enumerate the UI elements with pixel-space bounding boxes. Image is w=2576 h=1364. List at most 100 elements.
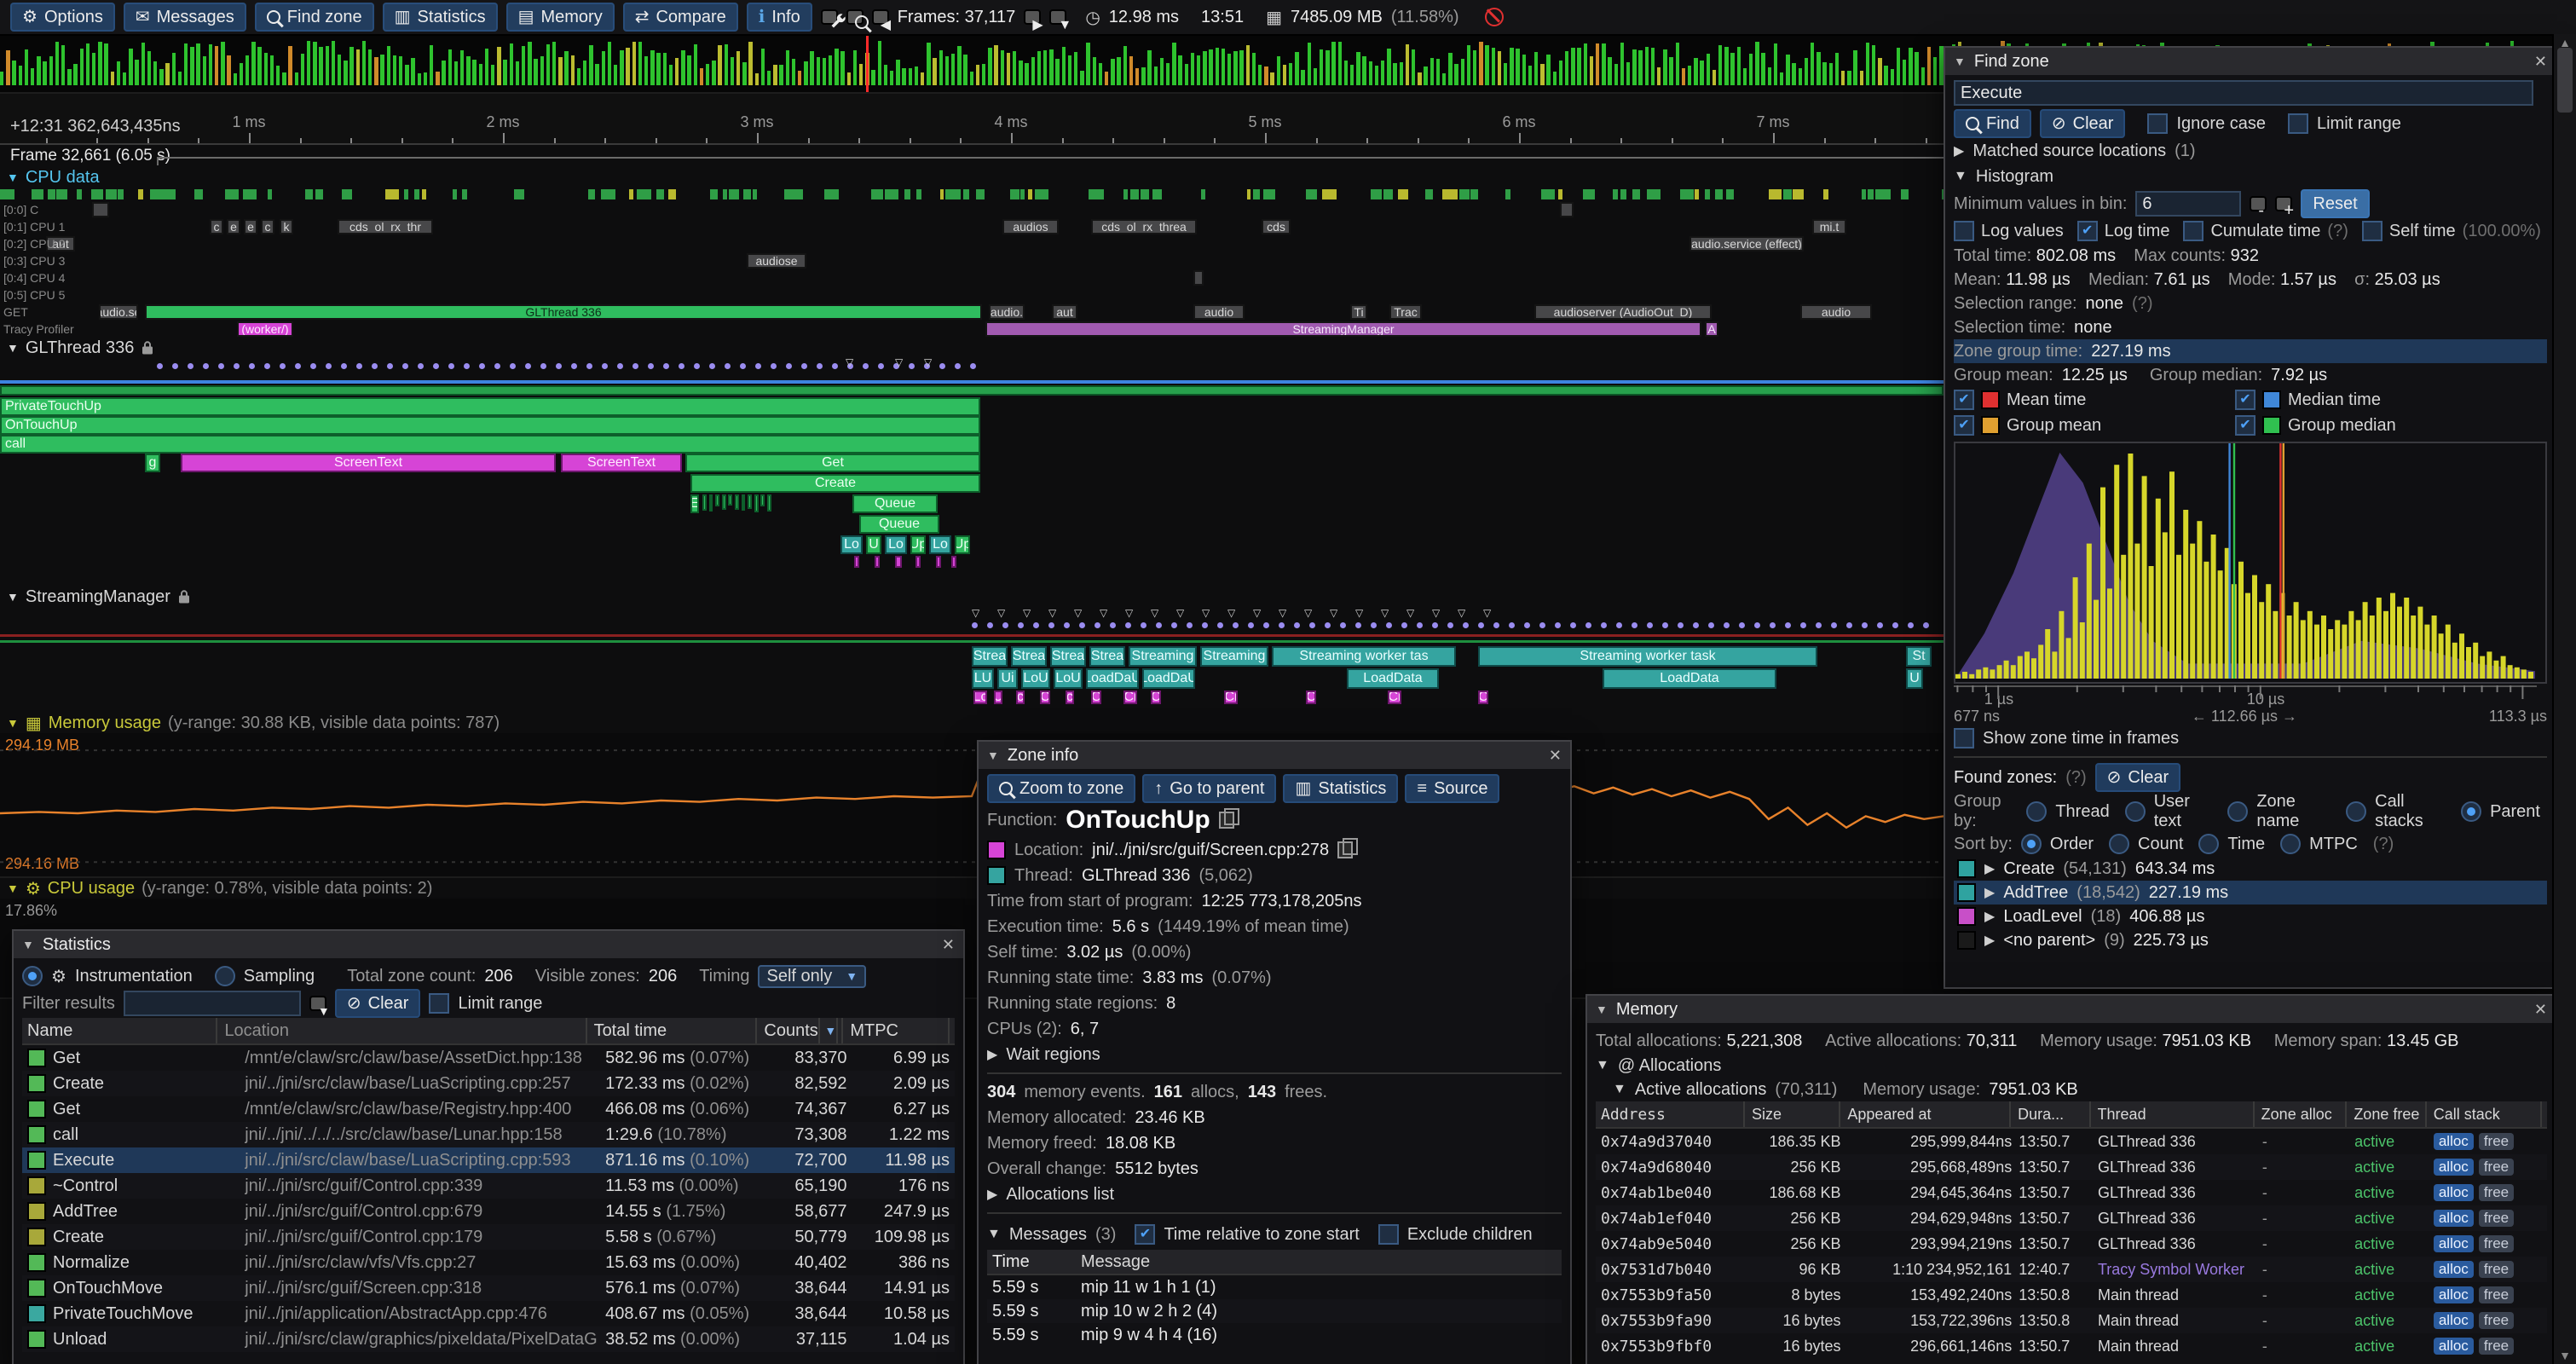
legend-checkbox[interactable] [2235, 390, 2255, 410]
timeline-zone[interactable]: LU [972, 668, 994, 689]
self-time-checkbox[interactable] [2361, 221, 2383, 241]
reset-button[interactable]: Reset [2301, 189, 2370, 218]
cpu-context-block[interactable]: audioserver (AudioOut_D) [1534, 304, 1712, 320]
log-time-checkbox[interactable] [2076, 221, 2098, 241]
increase-bin-button[interactable]: + [2275, 196, 2294, 220]
time-relative-checkbox[interactable] [1135, 1224, 1156, 1245]
allocations-list-toggle[interactable]: ▶ Allocations list [987, 1184, 1115, 1204]
limit-range-checkbox[interactable] [429, 993, 450, 1014]
marker-icon[interactable]: ▽ [1023, 607, 1031, 619]
min-bin-input[interactable] [2135, 191, 2242, 217]
message-dot[interactable] [786, 363, 792, 369]
alloc-callstack-button[interactable]: alloc [2433, 1133, 2474, 1150]
timeline-zone[interactable]: LoadData [1347, 668, 1439, 689]
cpu-context-block[interactable]: audios [1002, 219, 1059, 234]
message-dot[interactable] [372, 363, 378, 369]
cpu-context-block[interactable]: audio [1800, 304, 1872, 320]
alloc-callstack-button[interactable]: alloc [2433, 1235, 2474, 1252]
timeline-zone[interactable]: Lo [885, 535, 907, 554]
column-header-zone-alloc[interactable]: Zone alloc [2261, 1101, 2348, 1127]
alloc-callstack-button[interactable]: alloc [2433, 1159, 2474, 1176]
column-header-call-stack[interactable]: Call stack [2434, 1101, 2542, 1127]
timeline-zone[interactable]: c [1016, 691, 1025, 704]
message-dot[interactable] [494, 363, 500, 369]
matched-locations-toggle[interactable]: ▶ Matched source locations (1) [1954, 141, 2196, 160]
message-dot[interactable] [1432, 622, 1438, 628]
statistics-row[interactable]: Normalize jni/../jni/src/claw/vfs/Vfs.cp… [22, 1250, 955, 1275]
cpu-data-header[interactable]: ▼ CPU data [7, 167, 100, 187]
column-header-thread[interactable]: Thread [2098, 1101, 2255, 1127]
message-dot[interactable] [1739, 622, 1745, 628]
message-dot[interactable] [1862, 622, 1868, 628]
message-dot[interactable] [1524, 622, 1530, 628]
find-zone-button[interactable]: Find zone [254, 3, 374, 32]
collapse-icon[interactable]: ▼ [7, 881, 19, 895]
timeline-zone[interactable]: E [690, 494, 699, 513]
marker-icon[interactable]: ▽ [997, 607, 1006, 619]
message-dot[interactable] [1662, 622, 1668, 628]
allocation-row[interactable]: 0x7553b9fbf0 16 bytes 296,661,146ns 13:5… [1596, 1333, 2547, 1359]
timing-dropdown[interactable]: Self only ▼ [758, 964, 867, 988]
alloc-callstack-button[interactable]: alloc [2433, 1312, 2474, 1329]
message-dot[interactable] [1095, 622, 1100, 628]
message-row[interactable]: 5.59 s mip 11 w 1 h 1 (1) [992, 1277, 1216, 1297]
zone-statistics-button[interactable]: ▥ Statistics [1283, 774, 1399, 803]
timeline-zone[interactable]: Queue [859, 515, 939, 534]
cpu-context-block[interactable]: cds_ol_rx_threa [1091, 219, 1197, 234]
filter-input[interactable] [123, 991, 301, 1016]
message-dot[interactable] [1048, 622, 1054, 628]
column-header-appeared[interactable]: Appeared at [1847, 1101, 2012, 1127]
timeline-zone[interactable]: Get [685, 454, 980, 472]
timeline-zone[interactable]: Strea [1050, 646, 1086, 667]
radio-mtpc[interactable] [2280, 834, 2302, 854]
clear-button[interactable]: ⊘ Clear [2039, 109, 2126, 138]
marker-icon[interactable]: ▽ [924, 358, 933, 368]
timeline-zone[interactable] [721, 494, 726, 511]
message-dot[interactable] [1463, 622, 1469, 628]
message-dot[interactable] [878, 363, 884, 369]
message-dot[interactable] [249, 363, 255, 369]
message-dot[interactable] [1831, 622, 1837, 628]
zone-info-titlebar[interactable]: ▼ Zone info ✕ [979, 742, 1570, 769]
message-dot[interactable] [234, 363, 240, 369]
free-callstack-button[interactable]: free [2478, 1338, 2515, 1355]
source-location[interactable]: jni/../jni/src/guif/Screen.cpp:278 [1092, 840, 1330, 859]
message-dot[interactable] [893, 363, 899, 369]
message-dot[interactable] [280, 363, 286, 369]
allocation-row[interactable]: 0x7553b9fa90 16 bytes 153,722,396ns 13:5… [1596, 1308, 2547, 1333]
message-dot[interactable] [817, 363, 823, 369]
column-header-duration[interactable]: Dura... [2018, 1101, 2091, 1127]
marker-icon[interactable]: ▽ [1483, 607, 1492, 619]
free-callstack-button[interactable]: free [2478, 1210, 2515, 1227]
timeline-zone[interactable]: Strea [972, 646, 1008, 667]
message-dot[interactable] [970, 363, 976, 369]
message-dot[interactable] [1447, 622, 1453, 628]
message-dot[interactable] [1202, 622, 1208, 628]
timeline-zone[interactable] [854, 556, 859, 568]
next-frame-button[interactable]: ▶ [1024, 9, 1043, 32]
timeline-zone[interactable]: Ui [997, 668, 1018, 689]
message-dot[interactable] [188, 363, 193, 369]
marker-icon[interactable]: ▽ [1100, 607, 1108, 619]
zoom-to-zone-button[interactable]: Zoom to zone [987, 774, 1136, 803]
message-dot[interactable] [1294, 622, 1300, 628]
timeline-zone[interactable]: Ci [1388, 691, 1401, 704]
message-dot[interactable] [679, 363, 684, 369]
chevron-down-icon[interactable]: ▼ [987, 1227, 1001, 1241]
statistics-row[interactable]: call jni/../jni/../../../src/claw/base/L… [22, 1122, 955, 1147]
message-dot[interactable] [1002, 622, 1008, 628]
free-callstack-button[interactable]: free [2478, 1286, 2515, 1303]
message-dot[interactable] [157, 363, 163, 369]
marker-icon[interactable]: ▽ [895, 358, 904, 368]
cpu-core-row[interactable]: [0:2] CPU 2 aut audio.service (effect) [0, 235, 2576, 252]
timeline-zone[interactable]: Streaming worker task [1478, 646, 1817, 667]
timeline-zone[interactable] [728, 494, 733, 506]
cpu-context-block[interactable]: k [280, 219, 293, 234]
timeline-zone[interactable]: Strea [1089, 646, 1125, 667]
cpu-context-block[interactable]: Ti [1350, 304, 1367, 320]
bell-slash-icon[interactable] [1484, 8, 1504, 26]
thread-name[interactable]: GLThread 336 [1081, 865, 1191, 885]
timeline-zone[interactable]: ScreenText [561, 454, 682, 472]
message-dot[interactable] [1892, 622, 1898, 628]
message-dot[interactable] [586, 363, 592, 369]
